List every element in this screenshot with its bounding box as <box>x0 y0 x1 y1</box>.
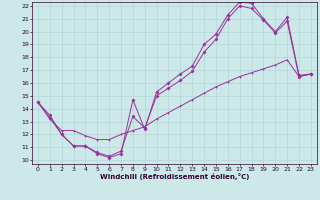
X-axis label: Windchill (Refroidissement éolien,°C): Windchill (Refroidissement éolien,°C) <box>100 173 249 180</box>
